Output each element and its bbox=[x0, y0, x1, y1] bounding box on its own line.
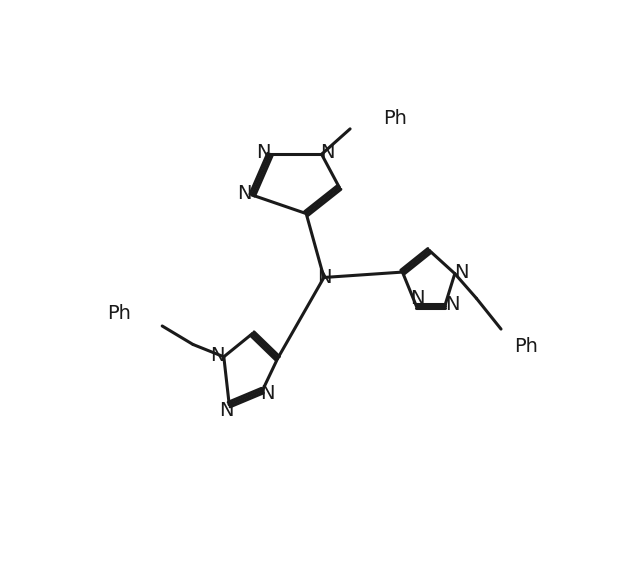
Text: Ph: Ph bbox=[107, 304, 131, 323]
Text: N: N bbox=[257, 143, 271, 162]
Text: N: N bbox=[321, 143, 335, 162]
Text: Ph: Ph bbox=[383, 109, 407, 128]
Text: N: N bbox=[454, 263, 468, 282]
Text: N: N bbox=[410, 289, 425, 308]
Text: N: N bbox=[317, 268, 331, 287]
Text: N: N bbox=[210, 346, 225, 365]
Text: N: N bbox=[219, 401, 233, 420]
Text: N: N bbox=[445, 295, 460, 314]
Text: N: N bbox=[260, 384, 274, 403]
Text: Ph: Ph bbox=[514, 337, 538, 356]
Text: N: N bbox=[237, 184, 252, 203]
